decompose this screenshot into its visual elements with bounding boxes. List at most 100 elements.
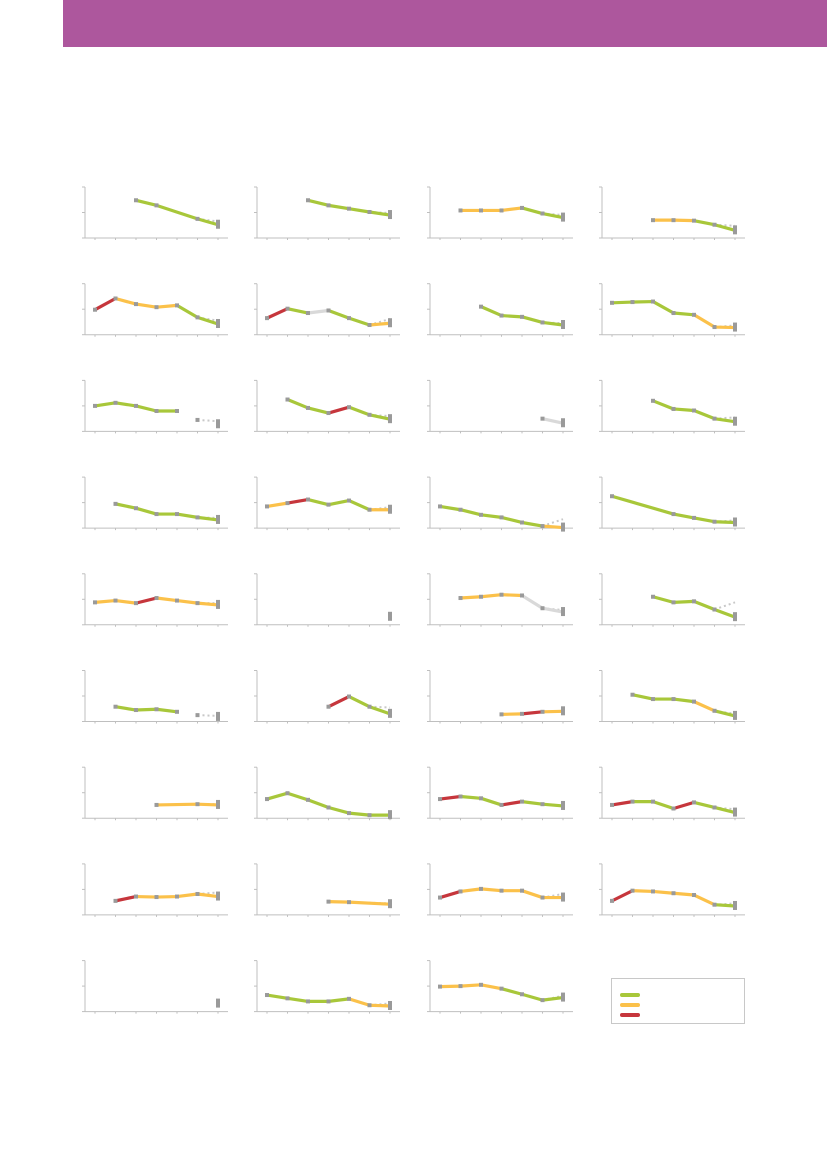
series-segment-green: [175, 303, 220, 326]
data-point: [630, 300, 635, 305]
series-segment-amber: [113, 296, 179, 309]
data-point: [712, 902, 717, 907]
target-marker: [388, 318, 392, 328]
data-point: [175, 894, 179, 899]
data-point: [347, 996, 351, 1001]
data-point: [712, 805, 717, 810]
data-point: [610, 898, 614, 903]
data-point: [671, 806, 676, 811]
chart-panel-10: [254, 379, 400, 434]
series-segment-red: [326, 405, 351, 415]
data-point: [285, 306, 290, 311]
projection-line: [542, 518, 564, 528]
chart-panel-12: [599, 379, 745, 434]
series-segment-amber: [499, 712, 524, 716]
data-point: [712, 708, 717, 713]
data-point: [367, 1003, 372, 1008]
chart-panel-24: [599, 670, 745, 724]
target-marker: [561, 800, 565, 810]
target-marker: [561, 522, 565, 532]
series-segment-grey: [540, 417, 565, 425]
series-segment-amber: [154, 802, 220, 807]
data-point: [154, 802, 159, 807]
data-point: [134, 506, 138, 511]
series-segment-amber: [540, 524, 565, 530]
projection-line: [714, 416, 736, 420]
data-point: [134, 894, 138, 899]
data-point: [306, 497, 310, 502]
data-point: [651, 218, 655, 223]
target-marker: [733, 612, 737, 622]
data-point: [285, 397, 290, 402]
data-point: [326, 502, 331, 507]
data-point: [347, 811, 351, 816]
chart-panel-19: [427, 573, 573, 627]
data-point: [651, 398, 655, 403]
chart-panel-4: [599, 186, 745, 240]
series-segment-green: [306, 497, 372, 512]
data-point: [175, 512, 179, 517]
data-point: [479, 982, 483, 987]
data-point: [630, 888, 635, 893]
projection-line: [197, 418, 219, 423]
data-point: [367, 209, 372, 214]
data-point: [326, 899, 331, 904]
data-point: [499, 313, 504, 318]
chart-panel-22: [254, 670, 400, 724]
chart-panel-35: [427, 960, 573, 1014]
data-point: [93, 600, 97, 605]
data-point: [367, 507, 372, 512]
data-point: [479, 886, 483, 891]
data-point: [438, 895, 442, 900]
target-marker: [388, 504, 392, 514]
data-point: [479, 796, 483, 801]
data-point: [367, 323, 372, 328]
series-segment-green: [113, 705, 179, 714]
data-point: [134, 708, 138, 713]
target-marker: [388, 210, 392, 220]
data-point: [651, 799, 655, 804]
series-segment-green: [438, 504, 545, 528]
chart-panel-9: [82, 379, 228, 434]
data-point: [712, 325, 717, 330]
target-marker: [216, 599, 220, 609]
data-point: [175, 709, 179, 714]
data-point: [520, 205, 524, 210]
target-marker: [561, 320, 565, 330]
data-point: [113, 296, 118, 301]
data-point: [347, 405, 351, 410]
series-segment-amber: [367, 321, 392, 327]
data-point: [651, 889, 655, 894]
data-point: [113, 400, 118, 405]
data-point: [499, 802, 504, 807]
series-segment-green: [712, 709, 737, 718]
data-point: [671, 891, 676, 896]
data-point: [438, 504, 442, 509]
projection-line: [369, 317, 391, 326]
series-segment-green: [285, 307, 310, 315]
legend-swatch-green: [620, 993, 640, 997]
target-marker: [733, 900, 737, 910]
data-point: [458, 507, 463, 512]
data-point: [671, 512, 676, 517]
data-point: [630, 692, 635, 697]
data-point: [712, 519, 717, 524]
data-point: [540, 606, 545, 611]
data-point: [306, 198, 310, 203]
series-segment-amber: [458, 593, 524, 600]
data-point: [195, 216, 200, 221]
data-point: [712, 607, 717, 612]
target-marker: [388, 1000, 392, 1010]
data-point: [540, 998, 545, 1003]
target-marker: [388, 414, 392, 424]
data-point: [499, 888, 504, 893]
chart-panel-28: [599, 766, 745, 821]
series-segment-red: [265, 307, 290, 320]
data-point: [154, 707, 159, 712]
target-marker: [733, 807, 737, 817]
header-band: [63, 0, 827, 47]
data-point: [540, 416, 545, 421]
data-point: [113, 898, 118, 903]
data-point: [154, 895, 159, 900]
data-point: [671, 311, 676, 316]
